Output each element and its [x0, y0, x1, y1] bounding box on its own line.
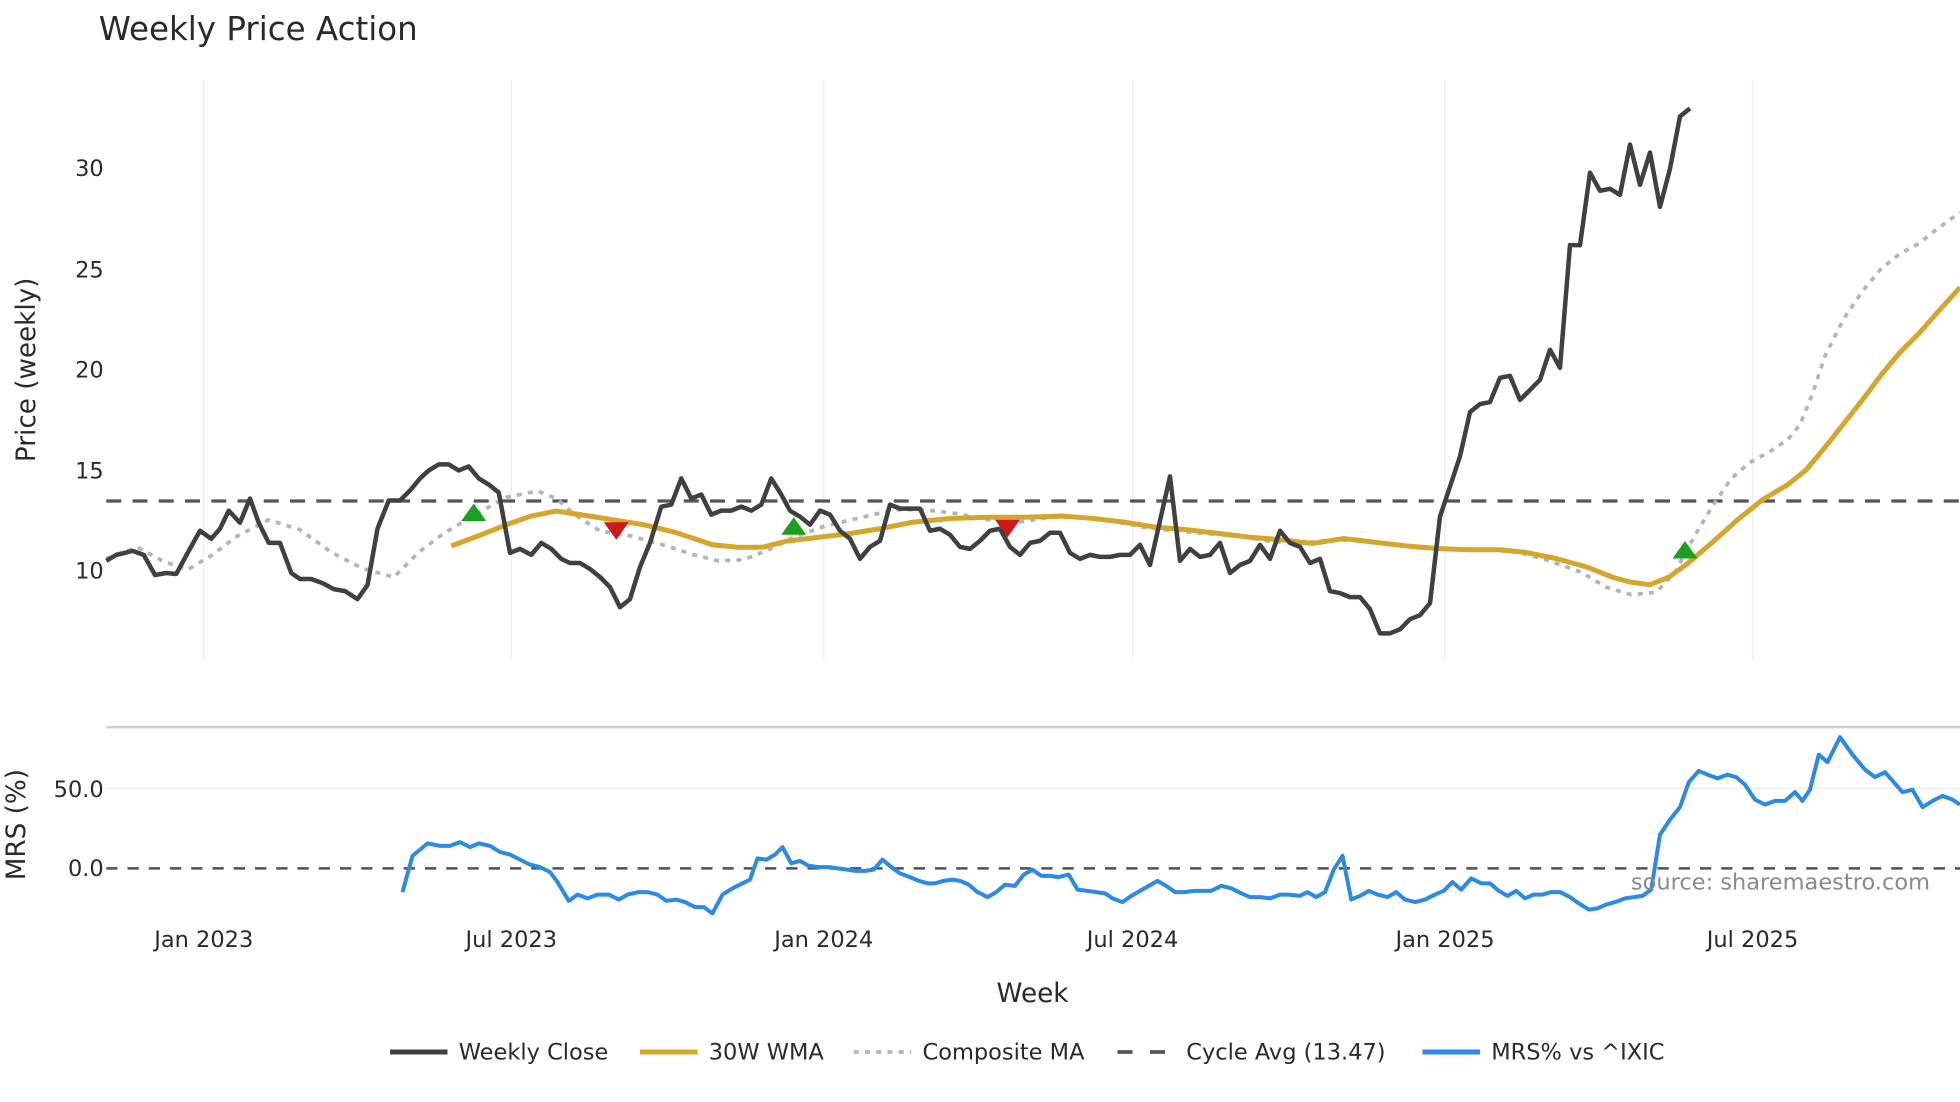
legend: Weekly Close 30W WMA Composite MA Cycle … [390, 1040, 1664, 1066]
legend-label: 30W WMA [709, 1040, 825, 1066]
y-tick: 0.0 [68, 856, 104, 882]
y-tick: 15 [75, 459, 104, 485]
composite-ma-line [105, 210, 1960, 597]
price-y-ticks: 10 15 20 25 30 [75, 156, 104, 584]
weekly-close-line [105, 106, 1692, 636]
x-tick: Jan 2025 [1393, 927, 1494, 953]
mrs-y-label: MRS (%) [2, 769, 32, 880]
buy-signal-icon [781, 517, 807, 535]
legend-label: MRS% vs ^IXIC [1491, 1040, 1664, 1066]
legend-label: Composite MA [923, 1040, 1086, 1066]
legend-label: Weekly Close [459, 1040, 609, 1066]
legend-item-cycle-avg[interactable]: Cycle Avg (13.47) [1117, 1040, 1386, 1066]
x-tick: Jan 2024 [772, 927, 873, 953]
x-tick: Jan 2023 [152, 927, 253, 953]
x-ticks: Jan 2023 Jul 2023 Jan 2024 Jul 2024 Jan … [152, 927, 1798, 953]
signal-markers [461, 503, 1698, 559]
legend-item-weekly-close[interactable]: Weekly Close [390, 1040, 608, 1066]
y-tick: 10 [75, 558, 104, 584]
mrs-y-ticks: 0.0 50.0 [54, 777, 104, 882]
x-axis-label: Week [997, 979, 1070, 1009]
source-annotation: source: sharemaestro.com [1631, 870, 1930, 896]
wma-30w-line [450, 285, 1960, 588]
buy-signal-icon [1672, 541, 1698, 559]
legend-item-composite-ma[interactable]: Composite MA [853, 1040, 1086, 1066]
legend-label: Cycle Avg (13.47) [1186, 1040, 1385, 1066]
price-y-label: Price (weekly) [12, 278, 42, 463]
mrs-line [400, 735, 1960, 916]
sell-signal-icon [995, 519, 1020, 538]
y-tick: 25 [75, 257, 104, 283]
chart-title: Weekly Price Action [99, 10, 418, 48]
y-tick: 50.0 [54, 777, 104, 803]
x-tick: Jul 2023 [463, 927, 557, 953]
price-grid [203, 79, 1754, 660]
x-tick: Jul 2025 [1705, 927, 1799, 953]
y-tick: 30 [75, 156, 104, 182]
legend-item-mrs[interactable]: MRS% vs ^IXIC [1422, 1040, 1665, 1066]
x-tick: Jul 2024 [1085, 927, 1179, 953]
legend-item-30w-wma[interactable]: 30W WMA [640, 1040, 824, 1066]
y-tick: 20 [75, 357, 104, 383]
buy-signal-icon [461, 503, 487, 522]
sell-signal-icon [603, 522, 629, 540]
